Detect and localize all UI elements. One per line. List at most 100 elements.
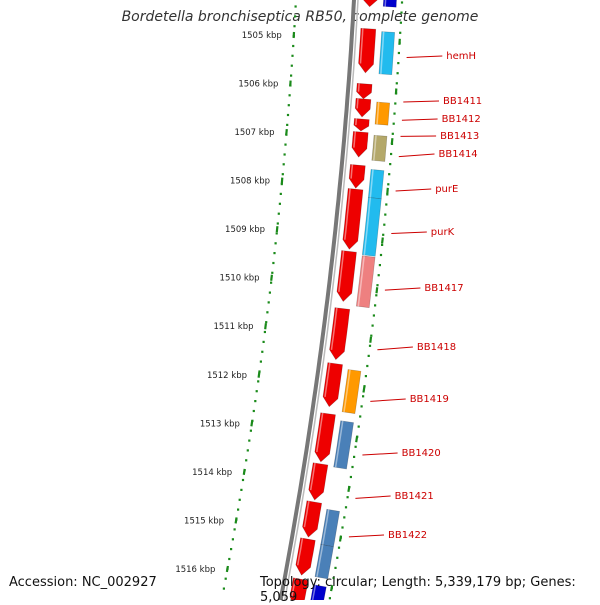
outer-dotted-ring-dot [387, 183, 389, 185]
outer-dotted-ring-dot [343, 516, 345, 518]
inner-dotted-ring-dot [265, 321, 267, 323]
outer-dotted-ring-dot [362, 395, 364, 397]
inner-dotted-ring-dot [237, 509, 239, 511]
inner-dotted-ring-dot [273, 252, 275, 254]
kbp-tick-mark-outer [340, 536, 341, 542]
forward-gene-arrow[interactable] [330, 308, 350, 360]
gene-label[interactable]: BB1420 [402, 448, 441, 459]
forward-gene-arrow[interactable] [343, 188, 363, 249]
inner-dotted-ring-dot [270, 282, 272, 284]
outer-dotted-ring-dot [400, 22, 402, 24]
outer-dotted-ring-dot [351, 466, 353, 468]
outer-dotted-ring-dot [336, 557, 338, 559]
outer-dotted-ring-dot [361, 405, 363, 407]
outer-dotted-ring-dot [393, 123, 395, 125]
outer-dotted-ring-dot [355, 446, 357, 448]
inner-dotted-ring-dot [292, 45, 294, 47]
gene-label-leader [370, 399, 405, 401]
inner-dotted-ring-dot [283, 163, 285, 165]
inner-dotted-ring-dot [277, 222, 279, 224]
outer-dotted-ring-dot [388, 173, 390, 175]
outer-dotted-ring-dot [396, 82, 398, 84]
kbp-tick-mark [259, 372, 260, 378]
forward-gene-arrow-shine [359, 84, 360, 92]
outer-dotted-ring-dot [382, 234, 384, 236]
inner-dotted-ring-dot [284, 153, 286, 155]
gene-label[interactable]: BB1417 [424, 283, 463, 294]
inner-dotted-ring-dot [282, 173, 284, 175]
kbp-tick-mark-outer [370, 337, 371, 343]
gene-label-leader [399, 154, 435, 157]
inner-dotted-ring-dot [254, 400, 256, 402]
forward-gene-arrow[interactable] [363, 0, 378, 7]
forward-gene-arrow[interactable] [315, 413, 336, 462]
kbp-tick-mark [271, 275, 272, 281]
reverse-strand-features[interactable] [309, 0, 397, 600]
gene-label-leader [377, 347, 413, 350]
forward-gene-arrow[interactable] [337, 251, 357, 302]
outer-dotted-ring-dot [397, 62, 399, 64]
outer-dotted-ring-dot [380, 254, 382, 256]
gene-label[interactable]: BB1411 [443, 96, 482, 107]
inner-dotted-ring-dot [284, 144, 286, 146]
kbp-tick-mark-outer [387, 188, 388, 194]
outer-dotted-ring-dot [359, 415, 361, 417]
kbp-tick-mark-outer [392, 138, 393, 144]
gene-label-leader [396, 189, 432, 191]
inner-dotted-ring-dot [230, 548, 232, 550]
inner-dotted-ring-dot [228, 558, 230, 560]
inner-dotted-ring-dot [288, 104, 290, 106]
outer-dotted-ring-dot [378, 274, 380, 276]
gene-label-leader [385, 288, 421, 290]
gene-label-leader [391, 232, 427, 234]
kbp-tick-mark-outer [348, 486, 349, 492]
inner-dotted-ring-dot [261, 351, 263, 353]
outer-dotted-ring-dot [369, 345, 371, 347]
inner-dotted-ring-dot [287, 114, 289, 116]
kbp-tick-mark-outer [382, 238, 383, 244]
inner-dotted-ring-dot [279, 203, 281, 205]
kbp-tick-mark [277, 226, 278, 232]
kbp-tick-mark [227, 566, 228, 572]
kbp-tick-label: 1515 kbp [184, 516, 224, 526]
gene-label-leader [349, 535, 384, 537]
gene-label[interactable]: BB1412 [442, 114, 481, 125]
kbp-tick-label: 1510 kbp [220, 274, 260, 284]
kbp-tick-mark [251, 420, 252, 426]
gene-label[interactable]: BB1418 [417, 342, 456, 353]
gene-label[interactable]: purE [435, 184, 458, 195]
inner-dotted-ring-dot [247, 449, 249, 451]
outer-dotted-ring-dot [373, 314, 375, 316]
gene-label[interactable]: BB1414 [439, 149, 478, 160]
outer-dotted-ring-dot [334, 567, 336, 569]
inner-dotted-ring-dot [242, 479, 244, 481]
gene-label[interactable]: BB1422 [388, 530, 427, 541]
inner-dotted-ring-dot [232, 538, 234, 540]
gene-label-leader [407, 56, 443, 58]
outer-dotted-ring-dot [400, 12, 402, 14]
kbp-tick-mark [236, 517, 237, 523]
inner-dotted-ring-dot [291, 65, 293, 67]
outer-dotted-ring-dot [350, 476, 352, 478]
gene-label[interactable]: BB1421 [395, 491, 434, 502]
reverse-gene-feature-shine [385, 0, 386, 7]
outer-dotted-ring-dot [345, 506, 347, 508]
inner-dotted-ring-dot [289, 94, 291, 96]
kbp-tick-label: 1505 kbp [242, 31, 282, 41]
outer-dotted-ring-dot [398, 52, 400, 54]
kbp-tick-mark-outer [377, 287, 378, 293]
inner-dotted-ring-dot [257, 380, 259, 382]
outer-dotted-ring-dot [385, 203, 387, 205]
gene-label[interactable]: BB1419 [410, 394, 449, 405]
outer-dotted-ring-dot [384, 214, 386, 216]
forward-gene-arrow[interactable] [323, 363, 343, 407]
gene-label[interactable]: purK [431, 227, 455, 238]
inner-dotted-ring-dot [263, 341, 265, 343]
gene-label[interactable]: hemH [446, 51, 476, 62]
outer-dotted-ring-dot [379, 264, 381, 266]
outer-dotted-ring-dot [390, 153, 392, 155]
gene-label[interactable]: BB1413 [440, 131, 479, 142]
forward-gene-arrow-shine [357, 99, 358, 109]
outer-dotted-ring-dot [389, 163, 391, 165]
